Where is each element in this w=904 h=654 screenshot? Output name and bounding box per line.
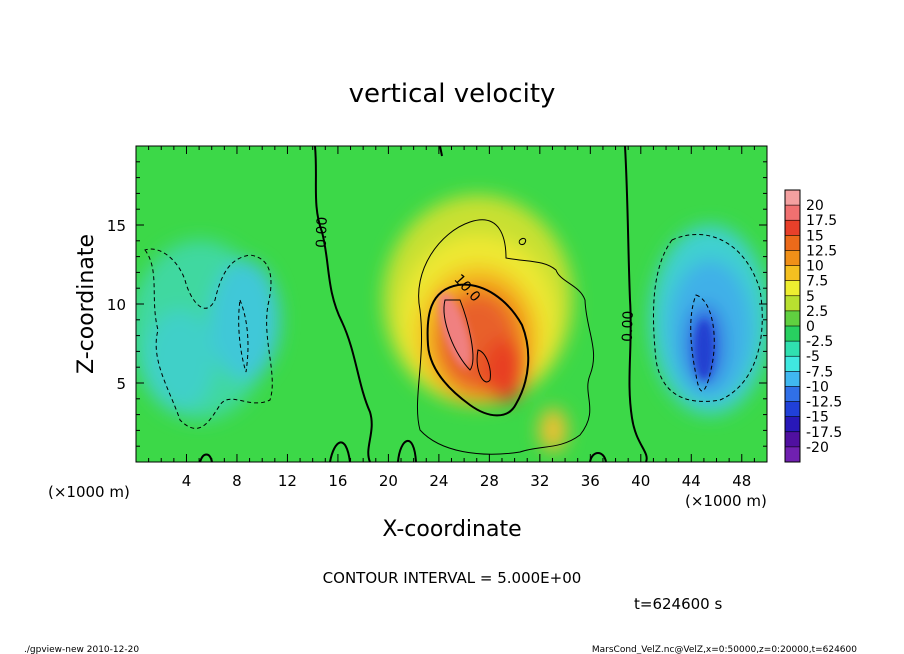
colorbar-tick-label: 20 xyxy=(806,198,824,214)
colorbar-tick-label: 15 xyxy=(806,228,824,244)
colorbar-tick-label: 17.5 xyxy=(806,213,837,229)
colorbar-tick-label: -20 xyxy=(806,440,829,456)
contour-label: 0.00 xyxy=(314,216,331,248)
x-tick-label: 8 xyxy=(232,472,242,490)
x-tick-label: 24 xyxy=(429,472,448,490)
colorbar-tick-label: 7.5 xyxy=(806,274,828,290)
colorbar-swatch xyxy=(785,205,800,221)
colorbar-tick-label: -17.5 xyxy=(806,425,842,441)
y-tick-label: 10 xyxy=(107,296,126,314)
colorbar-swatch xyxy=(785,250,800,267)
colorbar-swatch xyxy=(785,416,800,433)
colorbar-swatch xyxy=(785,326,800,342)
colorbar-swatch xyxy=(785,220,800,236)
colorbar-swatch xyxy=(785,356,800,372)
colorbar-swatch xyxy=(785,401,800,418)
contour-interval: CONTOUR INTERVAL = 5.000E+00 xyxy=(323,569,582,587)
colorbar-tick-label: 10 xyxy=(806,259,824,275)
colorbar-tick-label: 12.5 xyxy=(806,243,837,259)
colorbar-tick-label: -7.5 xyxy=(806,364,833,380)
x-tick-label: 44 xyxy=(682,472,701,490)
colorbar-tick-label: -2.5 xyxy=(806,334,833,350)
colorbar-swatch xyxy=(785,341,800,357)
colorbar-swatch xyxy=(785,235,800,251)
x-tick-label: 40 xyxy=(631,472,650,490)
y-tick-label: 15 xyxy=(107,217,126,235)
colorbar: 2017.51512.5107.552.50-2.5-5-7.5-10-12.5… xyxy=(784,189,842,463)
y-tick-label: 5 xyxy=(116,375,126,393)
colorbar-tick-label: 2.5 xyxy=(806,304,828,320)
colorbar-swatch xyxy=(785,310,800,327)
colorbar-swatch xyxy=(785,446,800,463)
colorbar-tick-label: -12.5 xyxy=(806,395,842,411)
footer-right: MarsCond_VelZ.nc@VelZ,x=0:50000,z=0:2000… xyxy=(592,645,857,654)
colorbar-swatch xyxy=(785,371,800,387)
contour-lines xyxy=(199,146,648,462)
x-tick-label: 20 xyxy=(379,472,398,490)
colorbar-swatch xyxy=(785,265,800,282)
contour-label: 0.00 xyxy=(620,310,637,342)
y-axis-label: Z-coordinate xyxy=(74,234,99,374)
x-tick-label: 4 xyxy=(182,472,192,490)
colorbar-tick-label: -10 xyxy=(806,379,829,395)
x-unit-label-right: (×1000 m) xyxy=(685,492,767,510)
colorbar-tick-label: 5 xyxy=(806,289,815,305)
x-axis-label: X-coordinate xyxy=(382,517,521,542)
colorbar-swatch xyxy=(785,431,800,448)
x-tick-label: 32 xyxy=(530,472,549,490)
colorbar-tick-label: 0 xyxy=(806,319,815,335)
colorbar-tick-label: -5 xyxy=(806,349,820,365)
x-tick-label: 28 xyxy=(480,472,499,490)
time-label: t=624600 s xyxy=(634,595,722,613)
x-tick-label: 48 xyxy=(732,472,751,490)
footer-left: ./gpview-new 2010-12-20 xyxy=(24,645,139,654)
x-axis: 4 8 12 16 20 24 28 32 36 40 44 48 xyxy=(135,146,768,490)
y-axis: 5 10 15 xyxy=(107,145,767,463)
x-unit-label: (×1000 m) xyxy=(48,483,130,501)
colorbar-swatch xyxy=(785,295,800,312)
x-tick-label: 16 xyxy=(328,472,347,490)
colorbar-tick-label: -15 xyxy=(806,410,829,426)
heatmap-field: 0.00 10.0 0.00 xyxy=(136,146,767,462)
chart-title: vertical velocity xyxy=(349,79,556,109)
colorbar-swatch xyxy=(785,190,800,206)
x-tick-label: 36 xyxy=(581,472,600,490)
x-tick-label: 12 xyxy=(278,472,297,490)
colorbar-swatch xyxy=(785,280,800,297)
colorbar-swatch xyxy=(785,386,800,403)
